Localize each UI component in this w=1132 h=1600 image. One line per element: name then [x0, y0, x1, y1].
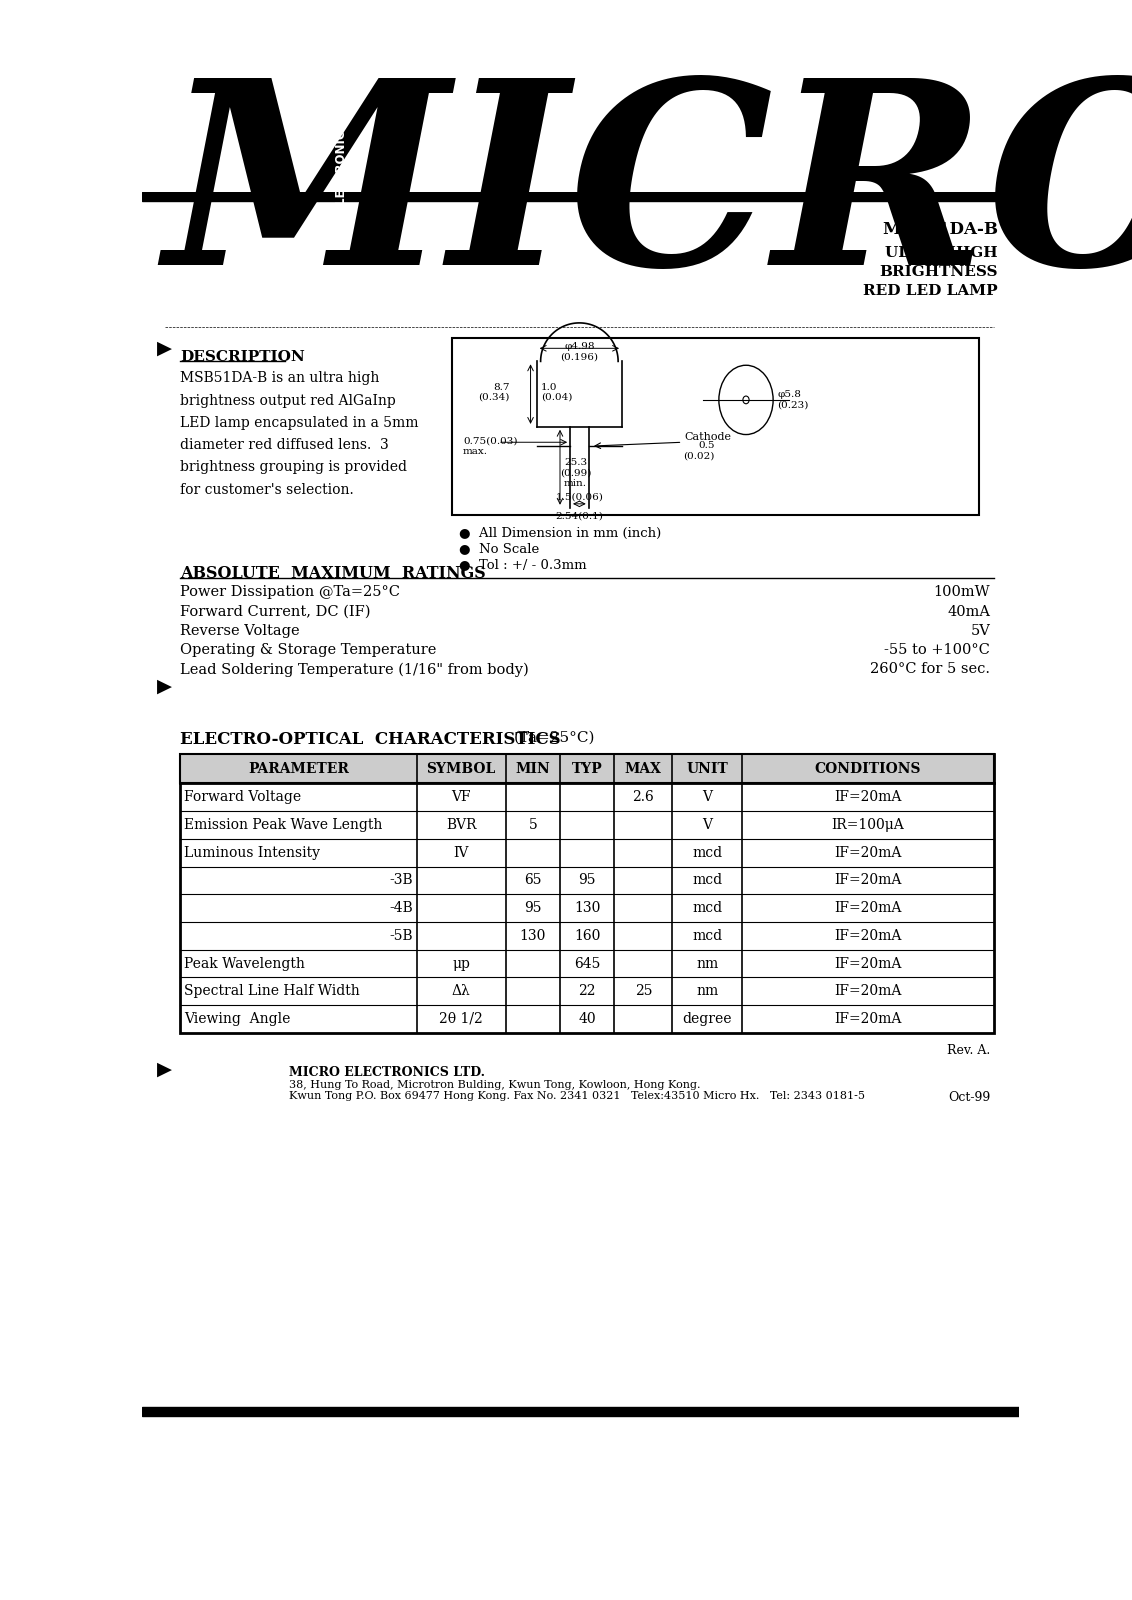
Text: ●  All Dimension in mm (inch): ● All Dimension in mm (inch): [460, 526, 661, 539]
Text: φ5.8
(0.23): φ5.8 (0.23): [777, 390, 808, 410]
Text: -4B: -4B: [389, 901, 413, 915]
Text: 130: 130: [520, 930, 546, 942]
Text: 100mW: 100mW: [934, 586, 990, 600]
Text: Luminous Intensity: Luminous Intensity: [185, 846, 320, 859]
Text: Emission Peak Wave Length: Emission Peak Wave Length: [185, 818, 383, 832]
Text: ●  Tol : +/ - 0.3mm: ● Tol : +/ - 0.3mm: [460, 558, 586, 571]
Bar: [180, 754, 994, 784]
Text: MIN: MIN: [515, 762, 550, 776]
Text: Forward Voltage: Forward Voltage: [185, 790, 301, 805]
Text: MAX: MAX: [625, 762, 662, 776]
Text: -3B: -3B: [389, 874, 413, 888]
Text: mcd: mcd: [692, 874, 722, 888]
Bar: [142, 192, 1019, 202]
Text: nm: nm: [696, 984, 719, 998]
Bar: [452, 338, 978, 515]
Bar: [142, 1406, 1019, 1416]
Text: ▶: ▶: [157, 1059, 172, 1078]
Text: 40mA: 40mA: [947, 605, 990, 619]
Text: CONDITIONS: CONDITIONS: [815, 762, 921, 776]
Text: RED LED LAMP: RED LED LAMP: [864, 285, 998, 298]
Text: nm: nm: [696, 957, 719, 971]
Text: IF=20mA: IF=20mA: [834, 901, 902, 915]
Text: 645: 645: [574, 957, 600, 971]
Text: 160: 160: [574, 930, 600, 942]
Text: μp: μp: [453, 957, 470, 971]
Text: mcd: mcd: [692, 846, 722, 859]
Text: ABSOLUTE  MAXIMUM  RATINGS: ABSOLUTE MAXIMUM RATINGS: [180, 565, 486, 582]
Text: MSB51DA-B: MSB51DA-B: [882, 221, 998, 238]
Text: IR=100μA: IR=100μA: [832, 818, 904, 832]
Text: mcd: mcd: [692, 930, 722, 942]
Text: 40: 40: [578, 1011, 595, 1026]
Text: BVR: BVR: [446, 818, 477, 832]
Text: 8.7
(0.34): 8.7 (0.34): [478, 382, 509, 402]
Text: IF=20mA: IF=20mA: [834, 790, 902, 805]
Text: TYP: TYP: [572, 762, 602, 776]
Text: 130: 130: [574, 901, 600, 915]
Text: BRIGHTNESS: BRIGHTNESS: [880, 266, 998, 278]
Text: VF: VF: [452, 790, 471, 805]
Text: mcd: mcd: [692, 901, 722, 915]
Text: ULTRA HIGH: ULTRA HIGH: [885, 246, 998, 259]
Text: 2θ 1/2: 2θ 1/2: [439, 1011, 483, 1026]
Text: IF=20mA: IF=20mA: [834, 984, 902, 998]
Text: V: V: [702, 818, 712, 832]
Text: 1.5(0.06): 1.5(0.06): [556, 493, 603, 501]
Text: V: V: [702, 790, 712, 805]
Text: 25.3
(0.99)
min.: 25.3 (0.99) min.: [560, 458, 591, 488]
Text: IF=20mA: IF=20mA: [834, 846, 902, 859]
Text: 5V: 5V: [970, 624, 990, 638]
Text: UNIT: UNIT: [686, 762, 728, 776]
Text: 2.54(0.1): 2.54(0.1): [556, 512, 603, 520]
Text: Oct-99: Oct-99: [947, 1091, 990, 1104]
Text: 260°C for 5 sec.: 260°C for 5 sec.: [871, 662, 990, 677]
Text: MICRO: MICRO: [165, 70, 1132, 318]
Text: ▶: ▶: [157, 338, 172, 357]
Text: 1.0
(0.04): 1.0 (0.04): [541, 382, 572, 402]
Text: 22: 22: [578, 984, 595, 998]
Text: 38, Hung To Road, Microtron Bulding, Kwun Tong, Kowloon, Hong Kong.: 38, Hung To Road, Microtron Bulding, Kwu…: [289, 1080, 701, 1090]
Text: 5: 5: [529, 818, 538, 832]
Text: φ4.98
(0.196): φ4.98 (0.196): [560, 342, 599, 362]
Text: IF=20mA: IF=20mA: [834, 1011, 902, 1026]
Text: SYMBOL: SYMBOL: [427, 762, 496, 776]
Text: -55 to +100°C: -55 to +100°C: [884, 643, 990, 658]
Text: ELECTRONICS: ELECTRONICS: [334, 120, 346, 211]
Bar: [180, 754, 994, 1034]
Text: Operating & Storage Temperature: Operating & Storage Temperature: [180, 643, 437, 658]
Text: Spectral Line Half Width: Spectral Line Half Width: [185, 984, 360, 998]
Text: 95: 95: [524, 901, 541, 915]
Text: PARAMETER: PARAMETER: [248, 762, 349, 776]
Text: Kwun Tong P.O. Box 69477 Hong Kong. Fax No. 2341 0321   Telex:43510 Micro Hx.   : Kwun Tong P.O. Box 69477 Hong Kong. Fax …: [289, 1091, 865, 1101]
Text: 0.75(0.03)
max.: 0.75(0.03) max.: [463, 437, 517, 456]
Text: Δλ: Δλ: [452, 984, 471, 998]
Text: ▶: ▶: [157, 677, 172, 696]
Text: Cathode: Cathode: [684, 432, 731, 442]
Text: 65: 65: [524, 874, 541, 888]
Text: ELECTRO-OPTICAL  CHARACTERISTICS: ELECTRO-OPTICAL CHARACTERISTICS: [180, 731, 560, 749]
Text: Reverse Voltage: Reverse Voltage: [180, 624, 300, 638]
Text: 2.6: 2.6: [633, 790, 654, 805]
Text: Forward Current, DC (IF): Forward Current, DC (IF): [180, 605, 371, 619]
Text: IF=20mA: IF=20mA: [834, 874, 902, 888]
Text: IV: IV: [454, 846, 469, 859]
Text: -5B: -5B: [389, 930, 413, 942]
Text: Power Dissipation @Ta=25°C: Power Dissipation @Ta=25°C: [180, 586, 401, 600]
Text: 25: 25: [635, 984, 652, 998]
Text: Lead Soldering Temperature (1/16" from body): Lead Soldering Temperature (1/16" from b…: [180, 662, 529, 677]
Text: 0.5
(0.02): 0.5 (0.02): [684, 440, 715, 461]
Text: ●  No Scale: ● No Scale: [460, 542, 540, 555]
Text: degree: degree: [683, 1011, 732, 1026]
Text: IF=20mA: IF=20mA: [834, 957, 902, 971]
Text: (Ta=25°C): (Ta=25°C): [514, 731, 595, 746]
Text: 95: 95: [578, 874, 595, 888]
Text: Rev. A.: Rev. A.: [946, 1045, 990, 1058]
Text: IF=20mA: IF=20mA: [834, 930, 902, 942]
Text: MSB51DA-B is an ultra high
brightness output red AlGaInp
LED lamp encapsulated i: MSB51DA-B is an ultra high brightness ou…: [180, 371, 419, 496]
Text: MICRO ELECTRONICS LTD.: MICRO ELECTRONICS LTD.: [289, 1066, 484, 1078]
Text: DESCRIPTION: DESCRIPTION: [180, 350, 305, 363]
Text: Peak Wavelength: Peak Wavelength: [185, 957, 305, 971]
Text: Viewing  Angle: Viewing Angle: [185, 1011, 291, 1026]
